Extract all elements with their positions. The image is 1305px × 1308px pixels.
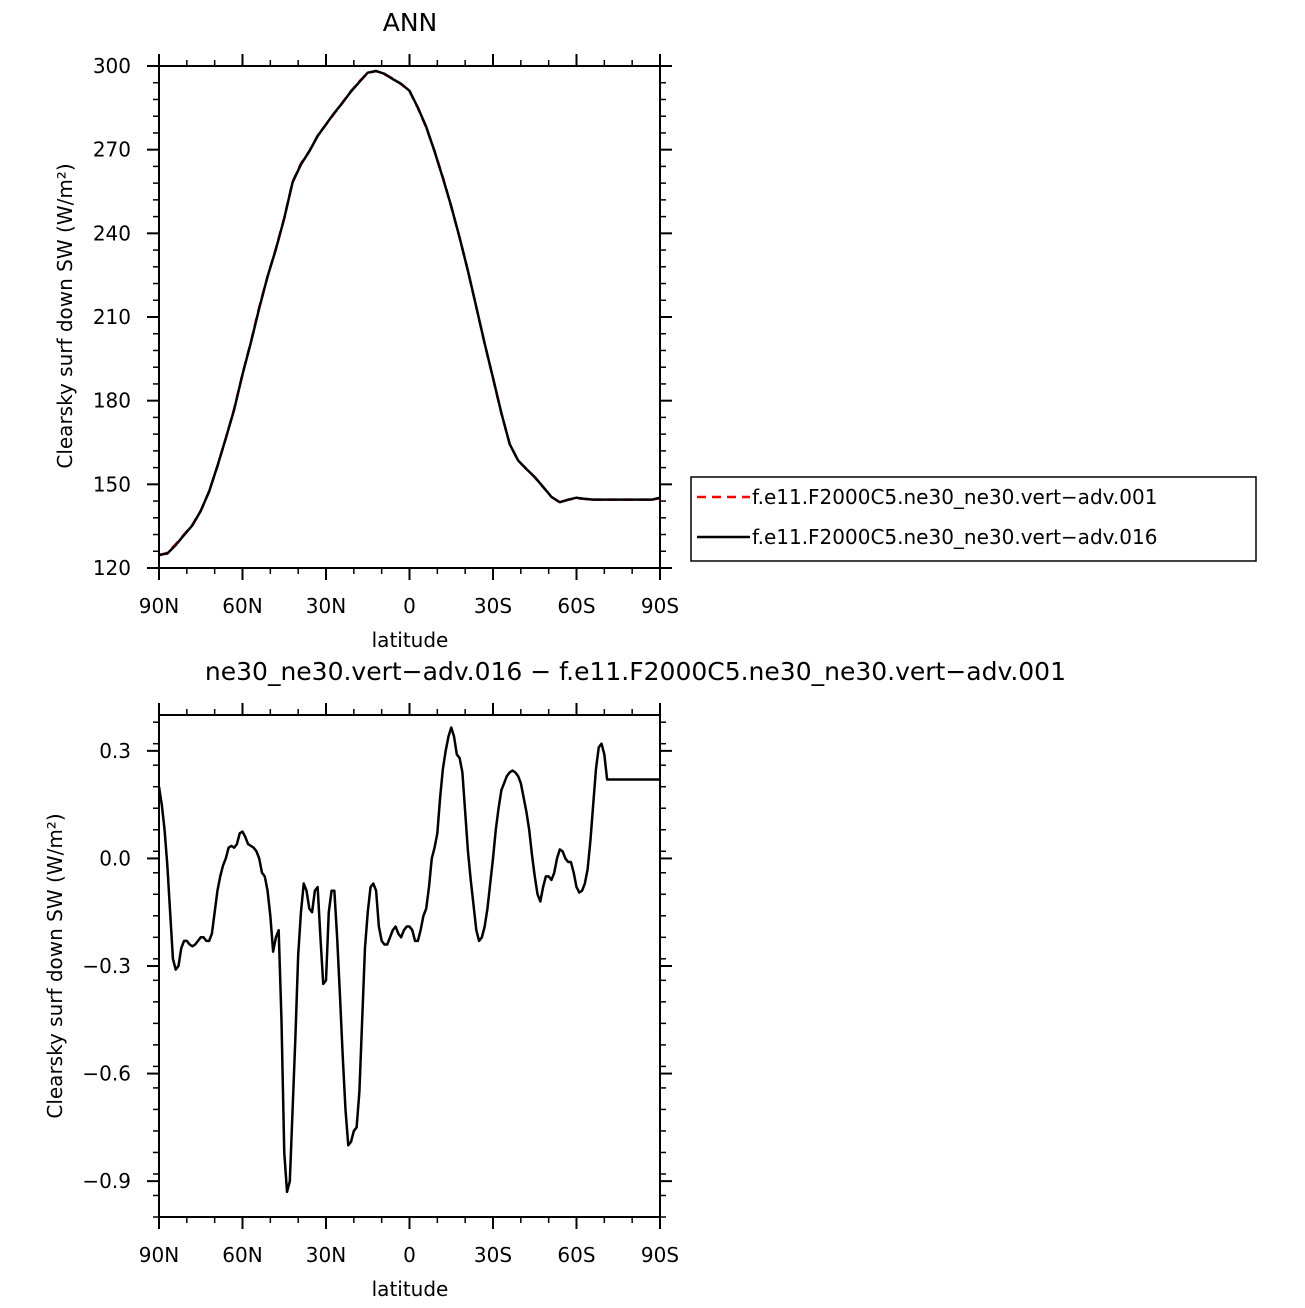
- top-y-axis-title: Clearsky surf down SW (W/m²): [53, 163, 77, 468]
- top-y-tick-label: 180: [93, 389, 131, 413]
- bottom-x-tick-label: 0: [403, 1243, 416, 1267]
- bottom-plot-frame: [158, 714, 661, 1218]
- top-x-tick-label: 30N: [306, 594, 346, 618]
- bottom-x-tick-label: 30N: [306, 1243, 346, 1267]
- top-x-axis-title: latitude: [372, 628, 449, 652]
- top-y-tick-label: 300: [93, 54, 131, 78]
- bottom-y-tick-label: −0.9: [82, 1169, 131, 1193]
- top-x-tick-label: 90N: [139, 594, 179, 618]
- bottom-x-tick-label: 30S: [474, 1243, 512, 1267]
- top-x-tick-label: 0: [403, 594, 416, 618]
- top-x-tick-label: 60N: [222, 594, 262, 618]
- bottom-x-tick-label: 60N: [222, 1243, 262, 1267]
- bottom-y-axis-title: Clearsky surf down SW (W/m²): [43, 813, 67, 1118]
- top-x-tick-label: 30S: [474, 594, 512, 618]
- top-series-line-1: [159, 69, 660, 557]
- bottom-panel: ne30_ne30.vert−adv.016 − f.e11.F2000C5.n…: [43, 657, 1066, 1301]
- top-panel-title: ANN: [383, 8, 438, 37]
- bottom-x-tick-label: 90S: [641, 1243, 679, 1267]
- top-series-line-2: [159, 69, 660, 557]
- bottom-plot-area: 90N 60N 30N 0 30S 60S 90S −0.9 −0.6 −0.3 0.0 0.3: [82, 703, 679, 1267]
- bottom-y-tick-label: 0.0: [99, 846, 131, 870]
- bottom-y-tick-label: 0.3: [99, 739, 131, 763]
- top-x-tick-label: 90S: [641, 594, 679, 618]
- top-plot-frame: [158, 65, 661, 569]
- top-y-tick-label: 150: [93, 472, 131, 496]
- bottom-y-tick-label: −0.3: [82, 954, 131, 978]
- top-y-tick-label: 120: [93, 556, 131, 580]
- top-y-tick-label: 240: [93, 221, 131, 245]
- bottom-panel-title: ne30_ne30.vert−adv.016 − f.e11.F2000C5.n…: [205, 657, 1066, 686]
- top-x-tick-label: 60S: [557, 594, 595, 618]
- bottom-series-line-1: [159, 726, 660, 1194]
- bottom-y-tick-label: −0.6: [82, 1062, 131, 1086]
- bottom-x-tick-label: 90N: [139, 1243, 179, 1267]
- top-plot-area: 90N 60N 30N 0 30S 60S 90S 120 150 180 210 240 270 300: [93, 54, 679, 618]
- legend: f.e11.F2000C5.ne30_ne30.vert−adv.001 f.e…: [690, 476, 1257, 562]
- top-y-tick-label: 270: [93, 138, 131, 162]
- legend-label-series-1: f.e11.F2000C5.ne30_ne30.vert−adv.001: [752, 485, 1157, 509]
- bottom-x-tick-label: 60S: [557, 1243, 595, 1267]
- top-y-tick-label: 210: [93, 305, 131, 329]
- bottom-x-axis-title: latitude: [372, 1277, 449, 1301]
- legend-label-series-2: f.e11.F2000C5.ne30_ne30.vert−adv.016: [752, 525, 1157, 549]
- top-panel: ANN 90N 60N 30N 0 30S 60S 90S 120 150 180 210 240 27…: [53, 8, 679, 652]
- legend-box: [690, 476, 1257, 562]
